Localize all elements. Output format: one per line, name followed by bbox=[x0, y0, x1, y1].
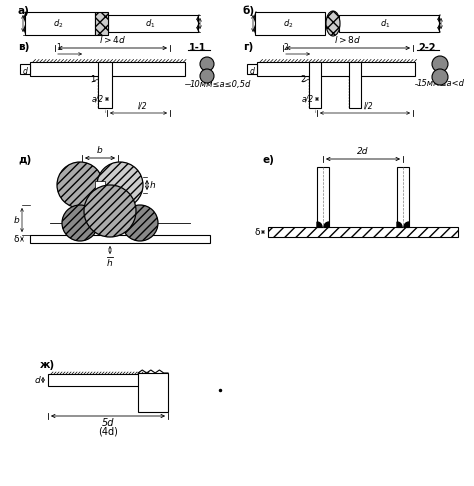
Circle shape bbox=[200, 69, 214, 83]
Bar bbox=[20, 64, 30, 74]
Text: h: h bbox=[150, 180, 156, 190]
Text: h: h bbox=[107, 259, 113, 268]
Text: b: b bbox=[13, 215, 19, 225]
Wedge shape bbox=[324, 222, 329, 227]
Text: б): б) bbox=[243, 6, 255, 17]
Text: l/2: l/2 bbox=[364, 101, 374, 110]
Bar bbox=[98, 62, 112, 108]
Circle shape bbox=[432, 69, 448, 85]
Text: а): а) bbox=[18, 6, 30, 16]
Text: a/2: a/2 bbox=[302, 94, 314, 104]
Text: $d_1$: $d_1$ bbox=[380, 17, 390, 30]
Text: d: d bbox=[34, 376, 40, 384]
Text: г): г) bbox=[243, 42, 253, 52]
Circle shape bbox=[97, 162, 143, 208]
Wedge shape bbox=[397, 222, 402, 227]
Text: l/2: l/2 bbox=[137, 101, 147, 110]
Bar bbox=[30, 235, 210, 243]
Bar bbox=[317, 167, 329, 227]
Text: е): е) bbox=[263, 155, 275, 165]
Bar bbox=[138, 373, 168, 412]
Text: $l>8d$: $l>8d$ bbox=[335, 34, 362, 45]
Bar bbox=[349, 62, 361, 108]
Text: в): в) bbox=[18, 42, 29, 52]
Bar bbox=[95, 12, 108, 35]
Text: δ: δ bbox=[255, 227, 260, 237]
Text: 5d: 5d bbox=[102, 418, 114, 428]
Bar bbox=[95, 181, 105, 189]
Text: 2: 2 bbox=[284, 43, 289, 52]
Text: 2-2: 2-2 bbox=[418, 43, 436, 53]
Bar bbox=[25, 12, 95, 35]
Text: $d$: $d$ bbox=[21, 65, 28, 75]
Circle shape bbox=[62, 205, 98, 241]
Bar bbox=[255, 12, 325, 35]
Bar bbox=[309, 62, 321, 108]
Text: b: b bbox=[97, 146, 103, 155]
Circle shape bbox=[200, 57, 214, 71]
Wedge shape bbox=[317, 222, 322, 227]
Bar bbox=[397, 167, 409, 227]
Text: $d_2$: $d_2$ bbox=[283, 17, 293, 30]
Text: $d$: $d$ bbox=[248, 65, 255, 75]
Wedge shape bbox=[404, 222, 409, 227]
Circle shape bbox=[432, 56, 448, 72]
Bar bbox=[48, 374, 148, 386]
Text: $l>4d$: $l>4d$ bbox=[99, 34, 126, 45]
Text: (4d): (4d) bbox=[98, 426, 118, 436]
Bar bbox=[339, 15, 439, 32]
Bar bbox=[257, 62, 415, 76]
Text: $d_2$: $d_2$ bbox=[53, 17, 63, 30]
Ellipse shape bbox=[326, 11, 340, 36]
Text: 1-1: 1-1 bbox=[189, 43, 207, 53]
Text: 1: 1 bbox=[90, 75, 95, 85]
Bar bbox=[268, 227, 458, 237]
Text: 2: 2 bbox=[301, 75, 306, 85]
Text: ж): ж) bbox=[40, 360, 55, 370]
Bar bbox=[30, 62, 185, 76]
Circle shape bbox=[57, 162, 103, 208]
Bar bbox=[247, 64, 257, 74]
Circle shape bbox=[122, 205, 158, 241]
Text: 2d: 2d bbox=[357, 147, 369, 156]
Text: 15мм≤a<d: 15мм≤a<d bbox=[417, 80, 465, 88]
Text: д): д) bbox=[18, 155, 31, 165]
Text: 1: 1 bbox=[56, 43, 61, 52]
Text: a/2: a/2 bbox=[92, 94, 104, 104]
Bar bbox=[108, 15, 198, 32]
Text: $d_1$: $d_1$ bbox=[145, 17, 155, 30]
Text: δ: δ bbox=[13, 235, 19, 243]
Text: 10мм≤a≤0,5d: 10мм≤a≤0,5d bbox=[190, 80, 251, 88]
Circle shape bbox=[84, 185, 136, 237]
